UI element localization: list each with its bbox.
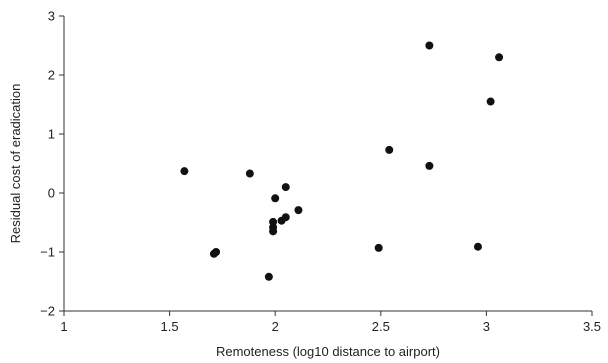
data-point: [473, 242, 482, 251]
y-tick-label: 0: [48, 186, 55, 201]
y-axis-ticks: −2 −1 0 1 2 3: [40, 9, 64, 319]
data-point: [486, 97, 495, 106]
y-tick-label: 2: [48, 68, 55, 83]
y-tick-label: 1: [48, 127, 55, 142]
data-point: [212, 248, 221, 256]
x-tick-label: 2.5: [372, 319, 390, 334]
data-point: [269, 227, 278, 236]
data-point: [281, 183, 290, 192]
data-point: [425, 161, 434, 170]
data-point: [271, 194, 280, 203]
y-tick-label: −1: [40, 245, 55, 260]
x-tick-label: 1.5: [161, 319, 179, 334]
data-point: [425, 41, 434, 50]
data-point: [180, 167, 189, 176]
data-point: [385, 145, 394, 154]
y-tick-label: −2: [40, 304, 55, 319]
x-tick-label: 1: [60, 319, 67, 334]
x-tick-label: 3.5: [583, 319, 601, 334]
x-axis-title: Remoteness (log10 distance to airport): [216, 344, 440, 359]
data-point: [294, 206, 303, 215]
x-tick-label: 3: [483, 319, 490, 334]
data-point: [245, 169, 254, 178]
y-tick-label: 3: [48, 9, 55, 24]
data-point: [281, 213, 290, 222]
data-point: [264, 272, 273, 281]
data-point: [495, 53, 504, 62]
data-points: [180, 41, 504, 281]
x-tick-label: 2: [272, 319, 279, 334]
x-axis-ticks: 1 1.5 2 2.5 3 3.5: [60, 311, 601, 334]
y-axis-title: Residual cost of eradication: [8, 84, 23, 244]
data-point: [374, 243, 383, 252]
